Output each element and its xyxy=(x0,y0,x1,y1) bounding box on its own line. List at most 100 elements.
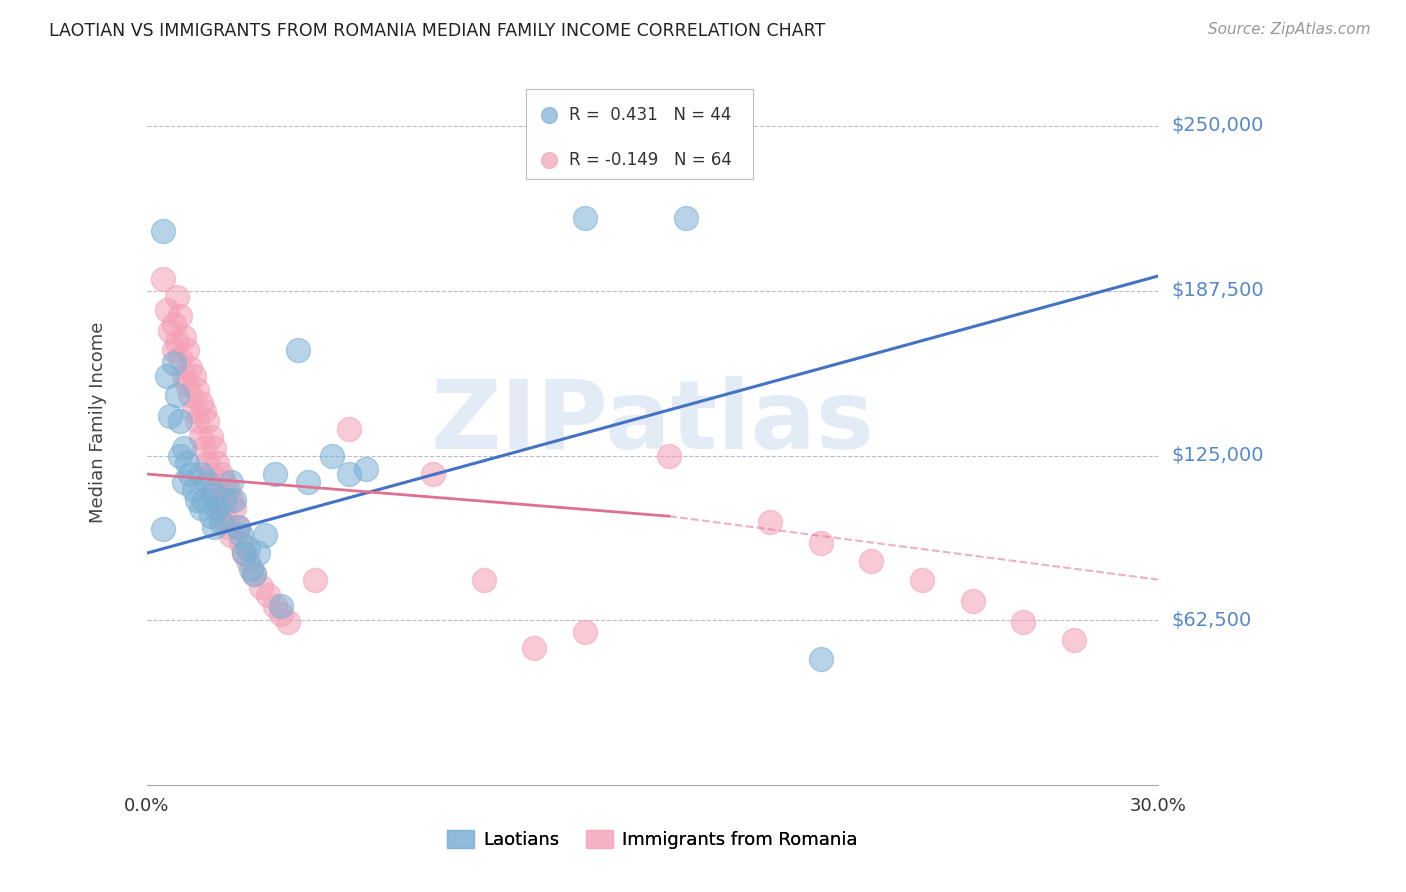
Point xyxy=(183,369,205,384)
Point xyxy=(219,527,242,541)
Point xyxy=(202,520,225,534)
Point xyxy=(253,527,276,541)
Point xyxy=(574,625,596,640)
Point xyxy=(229,527,252,541)
Point xyxy=(574,211,596,225)
Point xyxy=(162,356,184,370)
Point xyxy=(472,573,495,587)
Point xyxy=(243,567,266,582)
Point xyxy=(321,449,343,463)
Point xyxy=(207,501,229,516)
Point xyxy=(209,515,232,529)
Point xyxy=(193,403,215,417)
Text: $187,500: $187,500 xyxy=(1171,281,1264,300)
Point xyxy=(193,493,215,508)
Point xyxy=(810,535,832,549)
Text: LAOTIAN VS IMMIGRANTS FROM ROMANIA MEDIAN FAMILY INCOME CORRELATION CHART: LAOTIAN VS IMMIGRANTS FROM ROMANIA MEDIA… xyxy=(49,22,825,40)
Point xyxy=(173,369,195,384)
Point xyxy=(212,509,235,524)
Point xyxy=(962,593,984,607)
Point xyxy=(224,493,246,508)
Point xyxy=(224,501,246,516)
Point xyxy=(176,457,198,471)
Point xyxy=(186,383,208,397)
Point xyxy=(190,467,212,481)
Point xyxy=(212,475,235,489)
Point xyxy=(233,546,256,560)
Point xyxy=(166,290,188,304)
Point xyxy=(159,409,181,423)
Point xyxy=(658,449,681,463)
Point xyxy=(195,457,218,471)
Text: R = -0.149   N = 64: R = -0.149 N = 64 xyxy=(569,151,733,169)
Point xyxy=(270,599,292,613)
Point xyxy=(179,388,201,402)
Text: $62,500: $62,500 xyxy=(1171,611,1253,630)
Point xyxy=(156,303,179,318)
Point xyxy=(226,520,249,534)
Point xyxy=(202,488,225,502)
Point xyxy=(209,467,232,481)
Point xyxy=(190,430,212,444)
Point xyxy=(195,414,218,428)
Text: $125,000: $125,000 xyxy=(1171,446,1264,465)
Text: Median Family Income: Median Family Income xyxy=(89,322,107,524)
Point xyxy=(166,388,188,402)
Point xyxy=(193,441,215,455)
Point xyxy=(200,509,222,524)
Point xyxy=(523,641,546,656)
Point xyxy=(166,334,188,349)
Point xyxy=(257,588,280,602)
Point xyxy=(236,554,259,568)
Point xyxy=(1012,615,1035,629)
Text: ZIPatlas: ZIPatlas xyxy=(430,376,875,469)
Point xyxy=(337,422,360,436)
Point xyxy=(277,615,299,629)
Text: R =  0.431   N = 44: R = 0.431 N = 44 xyxy=(569,106,731,125)
Point xyxy=(354,461,377,475)
Point xyxy=(1063,633,1085,648)
Point xyxy=(179,361,201,376)
Point xyxy=(759,515,782,529)
Point xyxy=(219,475,242,489)
Legend: Laotians, Immigrants from Romania: Laotians, Immigrants from Romania xyxy=(440,822,865,856)
Point xyxy=(270,607,292,621)
Point xyxy=(304,573,326,587)
Point xyxy=(159,325,181,339)
Point xyxy=(173,330,195,344)
Point xyxy=(217,520,239,534)
Point xyxy=(200,430,222,444)
Point xyxy=(297,475,319,489)
Point xyxy=(226,520,249,534)
Point xyxy=(179,467,201,481)
FancyBboxPatch shape xyxy=(526,88,754,179)
Point xyxy=(217,483,239,497)
Point xyxy=(152,224,174,238)
Point xyxy=(195,475,218,489)
Point xyxy=(173,441,195,455)
Point xyxy=(183,483,205,497)
Point xyxy=(422,467,444,481)
Point xyxy=(169,449,191,463)
Point xyxy=(675,211,697,225)
Point xyxy=(246,546,269,560)
Point xyxy=(176,343,198,357)
Point xyxy=(200,467,222,481)
Point xyxy=(212,493,235,508)
Text: Source: ZipAtlas.com: Source: ZipAtlas.com xyxy=(1208,22,1371,37)
Point xyxy=(152,271,174,285)
Point xyxy=(162,343,184,357)
Point xyxy=(240,562,263,576)
Point xyxy=(169,414,191,428)
Point xyxy=(229,535,252,549)
Point xyxy=(190,395,212,409)
Point xyxy=(207,493,229,508)
Point xyxy=(287,343,309,357)
Point xyxy=(186,414,208,428)
Point xyxy=(236,541,259,555)
Point xyxy=(202,441,225,455)
Point xyxy=(263,599,285,613)
Point xyxy=(209,501,232,516)
Point xyxy=(169,309,191,323)
Text: $250,000: $250,000 xyxy=(1171,116,1264,135)
